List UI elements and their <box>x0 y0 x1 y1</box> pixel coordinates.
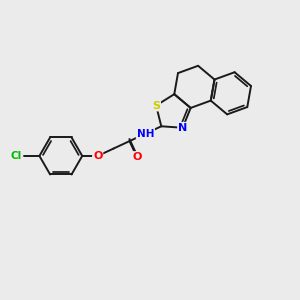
Text: S: S <box>152 100 160 110</box>
Text: N: N <box>178 123 187 133</box>
Text: O: O <box>132 152 142 162</box>
Text: O: O <box>93 151 102 161</box>
Text: NH: NH <box>137 129 154 139</box>
Text: Cl: Cl <box>10 151 21 161</box>
